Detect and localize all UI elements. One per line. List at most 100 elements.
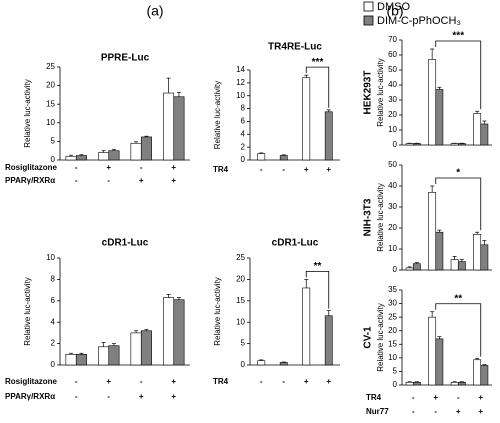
y-axis-title: Relative luc-activity <box>213 277 222 345</box>
y-tick-label: 50 <box>388 65 397 74</box>
condition-value: - <box>75 377 78 386</box>
condition-value: + <box>171 392 176 401</box>
y-tick-label: 5 <box>393 367 398 376</box>
bar <box>450 259 459 271</box>
condition-value: + <box>139 176 144 185</box>
legend-swatch <box>363 15 374 26</box>
y-tick-label: 70 <box>388 35 397 44</box>
y-tick-label: 0 <box>51 155 56 164</box>
bar <box>257 153 266 161</box>
bar <box>450 143 459 146</box>
significance-label: * <box>456 168 460 179</box>
condition-value: + <box>171 377 176 386</box>
bar <box>405 143 414 146</box>
bar <box>480 244 489 271</box>
bar <box>108 150 120 161</box>
y-tick-label: 10 <box>388 244 397 253</box>
condition-label: PPARγ/RXRα <box>5 176 55 185</box>
bar <box>457 143 466 146</box>
y-tick-label: 2 <box>241 142 246 151</box>
bar <box>98 152 110 161</box>
condition-value: - <box>434 407 437 416</box>
y-tick-label: 25 <box>388 312 397 321</box>
condition-value: + <box>106 377 111 386</box>
bar <box>473 359 482 386</box>
bar <box>98 346 110 366</box>
chart-title: HEK293T <box>363 71 374 115</box>
condition-value: - <box>140 377 143 386</box>
y-tick-label: 15 <box>388 339 397 348</box>
y-tick-label: 60 <box>388 50 397 59</box>
condition-value: - <box>260 377 263 386</box>
bar <box>428 316 437 386</box>
bar <box>65 353 77 366</box>
significance-label: ** <box>454 293 462 304</box>
significance-bracket <box>305 271 330 309</box>
y-tick-label: 5 <box>51 137 56 146</box>
condition-value: + <box>304 377 309 386</box>
chart-title: CV-1 <box>363 326 374 349</box>
condition-value: - <box>107 392 110 401</box>
y-tick-label: 0 <box>241 360 246 369</box>
legend-label: DMSO <box>377 1 410 13</box>
significance-label: *** <box>452 31 464 42</box>
y-tick-label: 5 <box>241 339 246 348</box>
significance-bracket <box>435 303 482 357</box>
bar <box>435 338 444 386</box>
condition-value: - <box>412 407 415 416</box>
condition-value: + <box>433 393 438 402</box>
condition-label: TR4 <box>213 377 229 386</box>
y-tick-label: 20 <box>236 275 245 284</box>
condition-value: + <box>478 407 483 416</box>
y-tick-label: 8 <box>51 275 56 284</box>
condition-value: - <box>282 165 285 174</box>
chart-title: NIH-3T3 <box>363 198 374 236</box>
bar <box>435 231 444 271</box>
bar <box>435 89 444 146</box>
bar <box>140 136 152 161</box>
y-tick-label: 20 <box>388 326 397 335</box>
y-tick-label: 0 <box>393 265 398 274</box>
bar <box>279 362 288 366</box>
bar <box>480 365 489 386</box>
bar <box>279 155 288 161</box>
condition-value: - <box>75 176 78 185</box>
bar <box>412 263 421 271</box>
y-tick-label: 15 <box>46 99 55 108</box>
y-axis-title: Relative luc-activity <box>376 303 385 371</box>
condition-value: - <box>140 163 143 172</box>
y-tick-label: 10 <box>46 253 55 262</box>
y-tick-label: 20 <box>46 81 55 90</box>
y-tick-label: 40 <box>388 181 397 190</box>
bar <box>173 96 185 161</box>
bar <box>473 234 482 271</box>
condition-value: + <box>171 163 176 172</box>
panel-label: (a) <box>146 3 163 19</box>
condition-label: Rosiglitazone <box>5 163 58 172</box>
y-tick-label: 10 <box>236 317 245 326</box>
y-axis-title: Relative luc-activity <box>23 277 32 345</box>
condition-value: + <box>326 165 331 174</box>
significance-label: *** <box>312 57 324 68</box>
y-tick-label: 2 <box>51 339 56 348</box>
y-axis-title: Relative luc-activity <box>213 81 222 149</box>
bar <box>324 315 333 366</box>
y-tick-label: 12 <box>236 78 245 87</box>
condition-value: - <box>260 165 263 174</box>
chart-title: TR4RE-Luc <box>268 42 322 53</box>
condition-label: Rosiglitazone <box>5 377 58 386</box>
bar <box>108 345 120 366</box>
bar <box>324 111 333 161</box>
condition-label: PPARγ/RXRα <box>5 392 55 401</box>
y-tick-label: 0 <box>393 140 398 149</box>
y-tick-label: 10 <box>46 118 55 127</box>
y-axis-title: Relative luc-activity <box>376 183 385 251</box>
bar <box>257 360 266 366</box>
chart-title: PPRE-Luc <box>101 53 150 64</box>
bar <box>412 143 421 146</box>
bar <box>480 123 489 146</box>
y-tick-label: 10 <box>236 91 245 100</box>
y-tick-label: 40 <box>388 80 397 89</box>
chart-title: cDR1-Luc <box>272 238 319 249</box>
